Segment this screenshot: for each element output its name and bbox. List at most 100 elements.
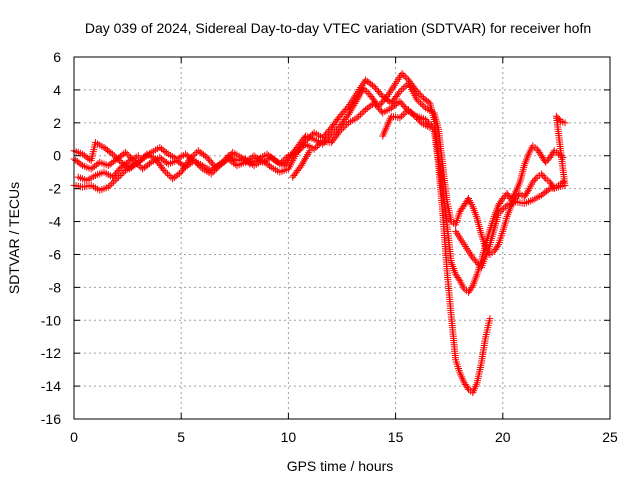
data-point xyxy=(493,242,501,250)
data-point xyxy=(529,178,537,186)
data-point xyxy=(376,106,384,114)
data-point xyxy=(376,89,384,97)
data-point xyxy=(399,84,407,92)
data-point xyxy=(374,88,382,96)
data-point xyxy=(160,167,168,175)
data-point xyxy=(496,208,504,216)
data-point xyxy=(204,155,212,163)
data-point xyxy=(532,175,540,183)
data-point xyxy=(400,71,408,79)
data-point xyxy=(398,69,406,77)
x-tick-label: 10 xyxy=(281,429,297,445)
data-point xyxy=(124,158,132,166)
data-point xyxy=(310,145,318,153)
data-point xyxy=(363,88,371,96)
data-point xyxy=(193,160,201,168)
data-point xyxy=(409,111,417,119)
data-point xyxy=(212,165,220,173)
data-point xyxy=(523,188,531,196)
data-point xyxy=(360,107,368,115)
data-point xyxy=(211,167,219,175)
data-point xyxy=(206,157,214,165)
data-point xyxy=(302,137,310,145)
x-tick-label: 20 xyxy=(495,429,511,445)
data-point xyxy=(423,117,431,125)
data-point xyxy=(401,73,409,81)
data-point xyxy=(125,152,133,160)
data-point xyxy=(338,125,346,133)
data-point xyxy=(115,173,123,181)
data-point xyxy=(276,160,284,168)
data-point xyxy=(203,153,211,161)
data-point xyxy=(343,104,351,112)
data-point xyxy=(163,170,171,178)
data-point xyxy=(322,130,330,138)
x-axis-label: GPS time / hours xyxy=(287,458,394,474)
data-point xyxy=(283,153,291,161)
data-point xyxy=(222,155,230,163)
data-point xyxy=(554,114,562,122)
data-point xyxy=(123,150,131,158)
data-point xyxy=(220,157,228,165)
data-point xyxy=(135,162,143,170)
data-point xyxy=(398,112,406,120)
data-point xyxy=(116,165,124,173)
y-tick-label: -8 xyxy=(49,279,62,295)
data-point xyxy=(418,101,426,109)
data-point xyxy=(159,165,167,173)
data-point xyxy=(320,132,328,140)
data-point xyxy=(501,203,509,211)
data-point xyxy=(530,176,538,184)
data-point xyxy=(542,158,550,166)
data-point xyxy=(192,158,200,166)
data-point xyxy=(312,144,320,151)
x-tick-label: 5 xyxy=(177,429,185,445)
data-point xyxy=(358,109,366,117)
data-point xyxy=(401,109,409,117)
data-point xyxy=(163,149,171,157)
data-point xyxy=(216,162,224,170)
y-tick-label: -14 xyxy=(41,378,61,394)
y-tick-label: -6 xyxy=(49,246,62,262)
data-point xyxy=(209,168,217,176)
data-point xyxy=(537,170,545,178)
data-point xyxy=(469,254,477,262)
data-point xyxy=(339,109,347,117)
data-point xyxy=(162,168,170,176)
data-point xyxy=(343,120,351,128)
data-point xyxy=(305,134,313,142)
data-point xyxy=(111,170,119,178)
data-point xyxy=(207,170,215,178)
data-point xyxy=(114,167,122,175)
data-point xyxy=(374,104,382,112)
data-point xyxy=(395,89,403,97)
data-point xyxy=(109,173,117,181)
data-point xyxy=(555,116,563,124)
data-point xyxy=(544,186,552,194)
data-point xyxy=(473,259,481,267)
data-point xyxy=(340,107,348,115)
data-point xyxy=(404,106,412,114)
y-tick-label: 6 xyxy=(53,49,61,65)
data-point xyxy=(552,112,560,120)
data-point xyxy=(341,122,349,130)
y-tick-label: 4 xyxy=(53,82,61,98)
data-point xyxy=(399,111,407,119)
data-point xyxy=(396,114,404,122)
data-point xyxy=(342,106,350,114)
data-point xyxy=(414,116,422,124)
data-point xyxy=(77,160,85,168)
data-point xyxy=(513,193,521,201)
data-point xyxy=(314,142,322,150)
data-point xyxy=(336,112,344,120)
data-point xyxy=(416,117,424,125)
data-point xyxy=(201,152,209,160)
data-point xyxy=(110,171,118,179)
data-point xyxy=(420,102,428,110)
data-point xyxy=(113,168,121,176)
data-point xyxy=(406,107,414,115)
data-point xyxy=(370,99,378,107)
data-point xyxy=(104,183,112,191)
